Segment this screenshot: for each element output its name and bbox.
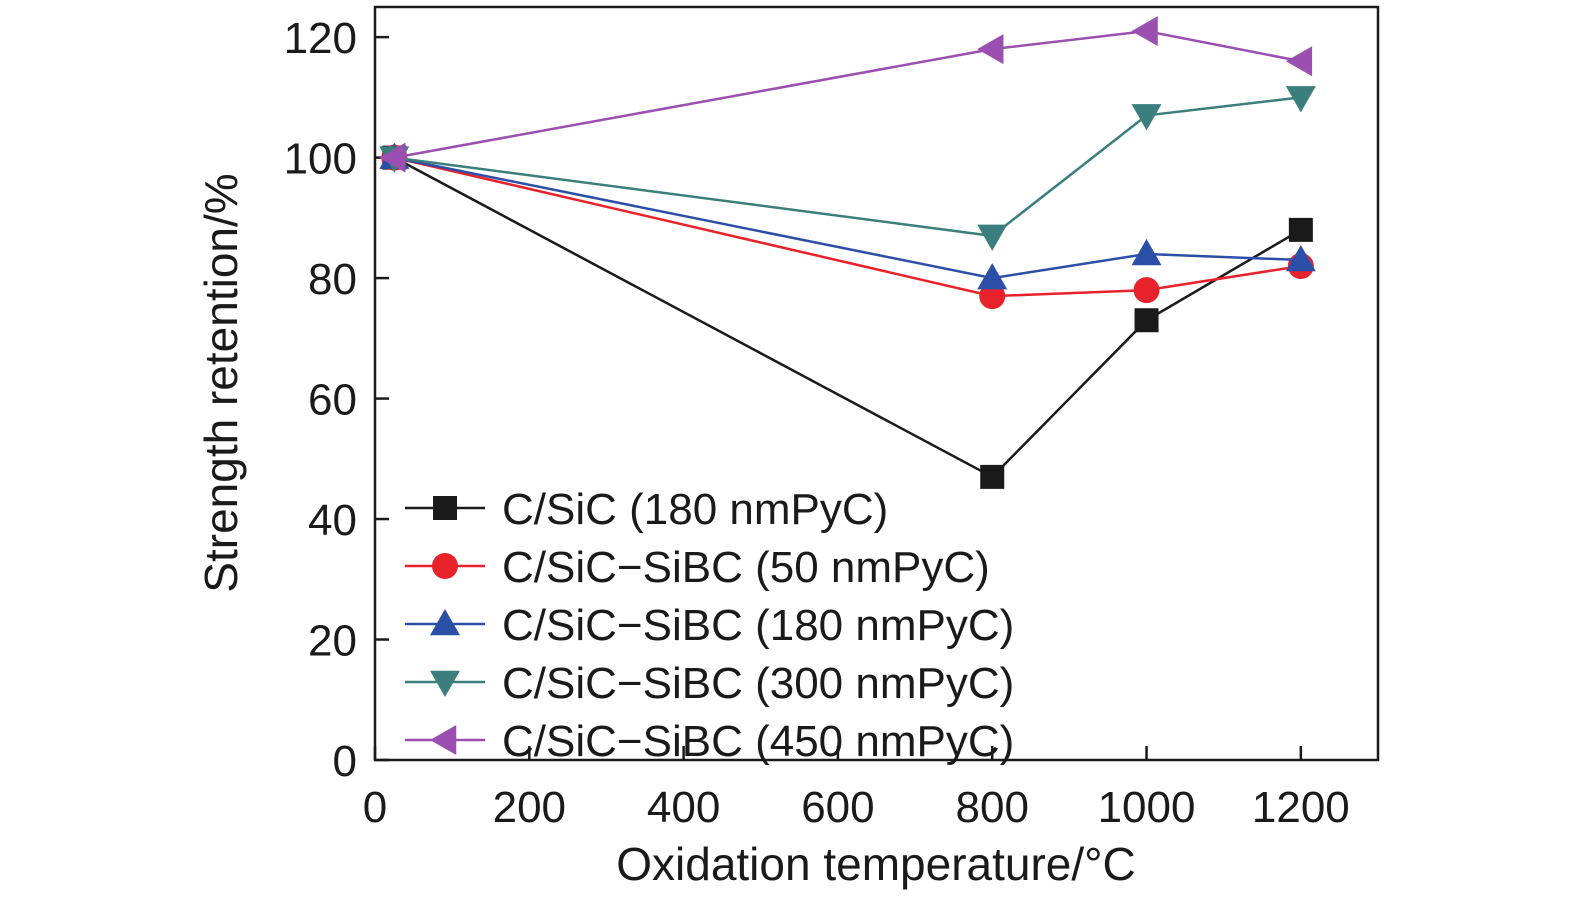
data-point-c-sic-sibc-450-nmpyc-1000 — [1131, 16, 1158, 47]
data-point-c-sic-sibc-50-nmpyc-1000 — [1133, 277, 1160, 304]
x-tick-label-200: 200 — [493, 783, 566, 832]
series-c-sic-sibc-450-nmpyc — [379, 16, 1313, 173]
y-tick-label-0: 0 — [333, 737, 357, 786]
data-point-c-sic-sibc-450-nmpyc-25 — [379, 142, 406, 173]
y-tick-label-80: 80 — [308, 255, 357, 304]
data-point-c-sic-sibc-50-nmpyc-800 — [979, 283, 1006, 310]
x-tick-label-800: 800 — [956, 783, 1029, 832]
y-tick-label-100: 100 — [284, 135, 357, 184]
legend-label: C/SiC (180 nmPyC) — [502, 485, 888, 534]
legend-item-c-sic-sibc-450-nmpyc: C/SiC−SiBC (450 nmPyC) — [405, 717, 1014, 766]
series-line-c-sic-sibc-180-nmpyc — [394, 156, 1301, 280]
x-tick-label-1000: 1000 — [1098, 783, 1196, 832]
data-point-c-sic-180-nmpyc-800 — [980, 464, 1005, 489]
x-tick-label-0: 0 — [363, 783, 387, 832]
series-c-sic-180-nmpyc — [382, 145, 1313, 489]
data-point-c-sic-sibc-180-nmpyc-800 — [977, 263, 1008, 290]
x-tick-label-1200: 1200 — [1252, 783, 1350, 832]
y-tick-label-120: 120 — [284, 14, 357, 63]
x-axis-title: Oxidation temperature/°C — [616, 838, 1136, 890]
series-line-c-sic-sibc-50-nmpyc — [394, 156, 1302, 298]
legend-item-c-sic-sibc-50-nmpyc: C/SiC−SiBC (50 nmPyC) — [405, 543, 990, 592]
legend-item-c-sic-sibc-300-nmpyc: C/SiC−SiBC (300 nmPyC) — [405, 659, 1014, 708]
y-tick-label-40: 40 — [308, 496, 357, 545]
data-point-c-sic-sibc-300-nmpyc-1000 — [1131, 104, 1162, 131]
data-point-c-sic-sibc-180-nmpyc-1200 — [1285, 245, 1316, 272]
series-line-c-sic-sibc-300-nmpyc — [394, 96, 1301, 238]
legend-label: C/SiC−SiBC (50 nmPyC) — [502, 543, 990, 592]
x-tick-label-400: 400 — [647, 783, 720, 832]
legend-swatch-marker — [433, 496, 457, 520]
y-axis: 0 20 40 60 80 100 120 — [284, 14, 389, 786]
y-tick-label-60: 60 — [308, 376, 357, 425]
series-c-sic-sibc-50-nmpyc — [381, 144, 1314, 310]
data-point-c-sic-sibc-450-nmpyc-800 — [977, 34, 1004, 65]
legend-item-c-sic-180-nmpyc: C/SiC (180 nmPyC) — [405, 485, 888, 534]
data-point-c-sic-180-nmpyc-1200 — [1288, 217, 1313, 242]
legend-swatch-marker — [432, 553, 458, 579]
series-c-sic-sibc-300-nmpyc — [379, 86, 1316, 251]
y-axis-title: Strength retention/% — [195, 173, 247, 592]
legend-swatch-marker — [430, 725, 457, 755]
legend-label: C/SiC−SiBC (450 nmPyC) — [502, 717, 1014, 766]
legend-label: C/SiC−SiBC (300 nmPyC) — [502, 659, 1014, 708]
legend: C/SiC (180 nmPyC) C/SiC−SiBC (50 nmPyC) C/… — [405, 485, 1014, 766]
legend-item-c-sic-sibc-180-nmpyc: C/SiC−SiBC (180 nmPyC) — [405, 601, 1014, 650]
series-c-sic-sibc-180-nmpyc — [379, 142, 1316, 290]
legend-swatch-marker — [430, 670, 460, 697]
plot-frame — [373, 5, 1380, 762]
legend-swatch-marker — [430, 609, 460, 636]
y-tick-label-20: 20 — [308, 617, 357, 666]
x-tick-label-600: 600 — [801, 783, 874, 832]
data-point-c-sic-sibc-300-nmpyc-1200 — [1285, 86, 1316, 113]
data-point-c-sic-sibc-300-nmpyc-800 — [977, 224, 1008, 251]
series-line-c-sic-180-nmpyc — [393, 156, 1302, 479]
data-point-c-sic-sibc-180-nmpyc-1000 — [1131, 238, 1162, 266]
series-layer — [379, 16, 1316, 489]
legend-label: C/SiC−SiBC (180 nmPyC) — [502, 601, 1014, 650]
data-point-c-sic-180-nmpyc-1000 — [1134, 308, 1159, 333]
x-axis: 0 200 400 600 800 1000 1200 — [363, 746, 1350, 832]
series-line-c-sic-sibc-450-nmpyc — [394, 29, 1302, 159]
data-point-c-sic-sibc-450-nmpyc-1200 — [1285, 46, 1313, 77]
